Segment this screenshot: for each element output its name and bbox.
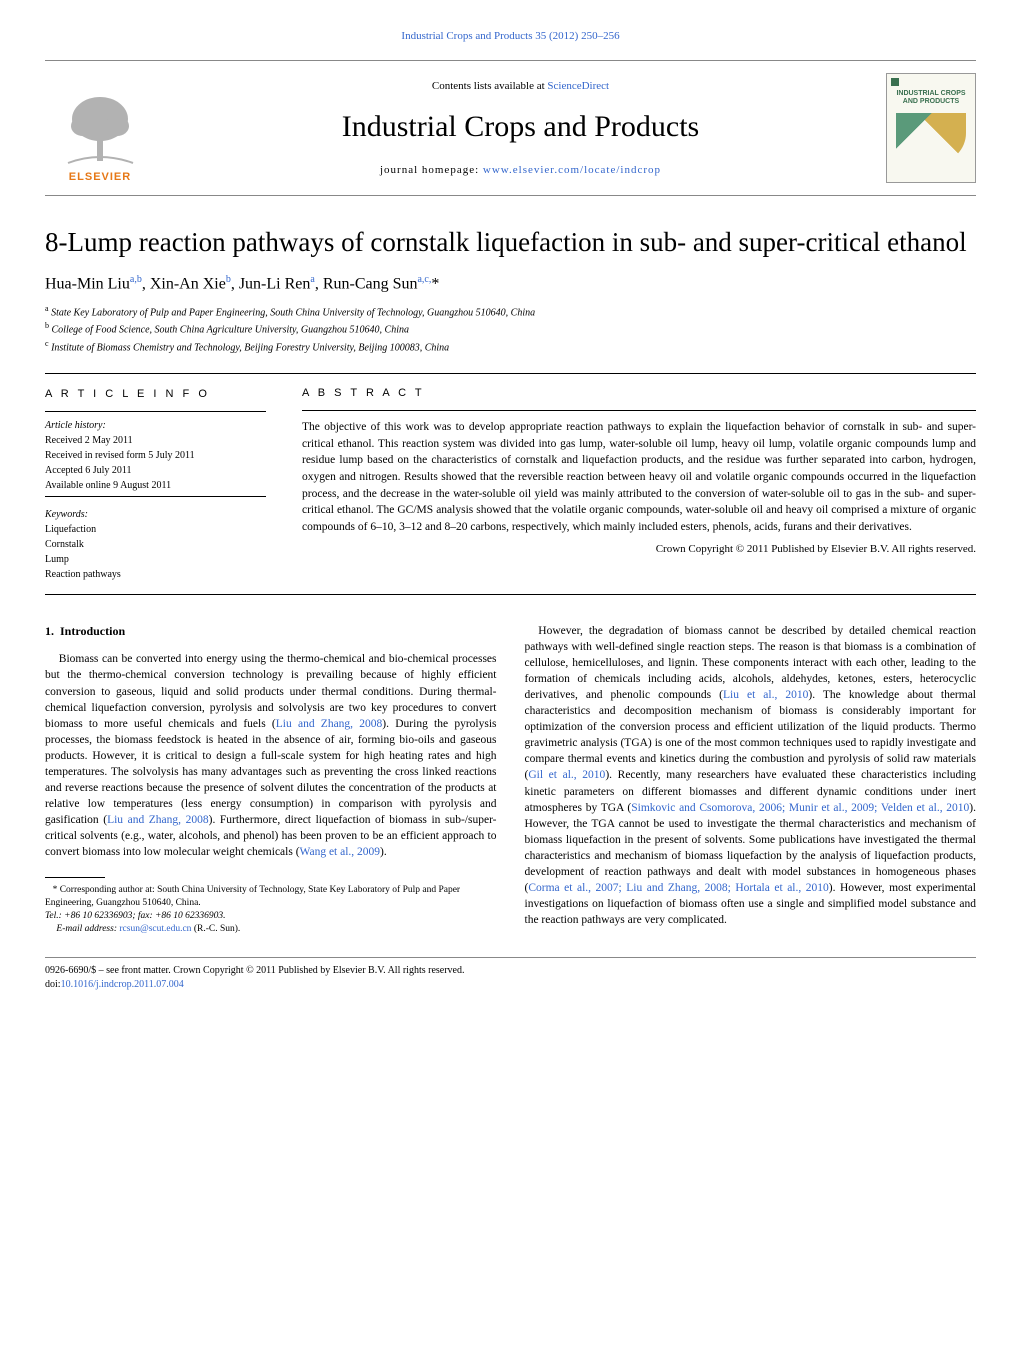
affiliation: c Institute of Biomass Chemistry and Tec…	[45, 338, 976, 355]
masthead: ELSEVIER Contents lists available at Sci…	[45, 60, 976, 196]
cover-title: INDUSTRIAL CROPS AND PRODUCTS	[891, 90, 971, 105]
right-column: However, the degradation of biomass cann…	[525, 623, 977, 937]
info-abstract-block: a r t i c l e i n f o Article history: R…	[45, 373, 976, 595]
keyword: Reaction pathways	[45, 567, 278, 582]
abstract-heading: a b s t r a c t	[302, 386, 976, 402]
doi-link[interactable]: 10.1016/j.indcrop.2011.07.004	[61, 979, 184, 990]
section-heading: 1. Introduction	[45, 623, 497, 640]
email-line: E-mail address: rcsun@scut.edu.cn (R.-C.…	[45, 923, 497, 936]
email-link[interactable]: rcsun@scut.edu.cn	[119, 924, 191, 934]
divider	[45, 496, 266, 497]
corresponding-author: * Corresponding author at: South China U…	[45, 884, 497, 911]
masthead-center: Contents lists available at ScienceDirec…	[155, 80, 886, 176]
body-columns: 1. Introduction Biomass can be converted…	[45, 623, 976, 937]
affiliation: a State Key Laboratory of Pulp and Paper…	[45, 303, 976, 320]
divider	[45, 411, 266, 412]
history-label: Article history:	[45, 418, 278, 433]
telephone: Tel.: +86 10 62336903; fax: +86 10 62336…	[45, 910, 497, 923]
sciencedirect-link[interactable]: ScienceDirect	[547, 80, 609, 92]
cover-art-icon	[896, 113, 966, 163]
history-item: Received in revised form 5 July 2011	[45, 448, 278, 463]
doi-line: doi:10.1016/j.indcrop.2011.07.004	[45, 978, 976, 992]
keyword: Cornstalk	[45, 537, 278, 552]
homepage-line: journal homepage: www.elsevier.com/locat…	[155, 164, 886, 176]
article-info-heading: a r t i c l e i n f o	[45, 386, 278, 403]
body-paragraph: However, the degradation of biomass cann…	[525, 623, 977, 929]
journal-title: Industrial Crops and Products	[155, 110, 886, 144]
abstract: a b s t r a c t The objective of this wo…	[290, 374, 976, 594]
keyword: Liquefaction	[45, 522, 278, 537]
elsevier-tree-icon	[58, 91, 143, 171]
keyword: Lump	[45, 552, 278, 567]
footer: 0926-6690/$ – see front matter. Crown Co…	[45, 957, 976, 992]
publisher-name: ELSEVIER	[69, 171, 131, 183]
keywords-label: Keywords:	[45, 507, 278, 522]
authors: Hua-Min Liua,b, Xin-An Xieb, Jun-Li Rena…	[45, 274, 976, 293]
left-column: 1. Introduction Biomass can be converted…	[45, 623, 497, 937]
journal-reference[interactable]: Industrial Crops and Products 35 (2012) …	[45, 30, 976, 42]
article-info: a r t i c l e i n f o Article history: R…	[45, 374, 290, 594]
history-item: Accepted 6 July 2011	[45, 463, 278, 478]
issn-copyright: 0926-6690/$ – see front matter. Crown Co…	[45, 964, 976, 978]
history-item: Received 2 May 2011	[45, 433, 278, 448]
abstract-copyright: Crown Copyright © 2011 Published by Else…	[302, 542, 976, 558]
affiliations: a State Key Laboratory of Pulp and Paper…	[45, 303, 976, 355]
article-title: 8-Lump reaction pathways of cornstalk li…	[45, 226, 976, 260]
footnotes: * Corresponding author at: South China U…	[45, 884, 497, 937]
body-paragraph: Biomass can be converted into energy usi…	[45, 651, 497, 860]
homepage-link[interactable]: www.elsevier.com/locate/indcrop	[483, 164, 661, 176]
affiliation: b College of Food Science, South China A…	[45, 320, 976, 337]
contents-line: Contents lists available at ScienceDirec…	[155, 80, 886, 92]
history-item: Available online 9 August 2011	[45, 478, 278, 493]
abstract-text: The objective of this work was to develo…	[302, 419, 976, 536]
divider	[302, 410, 976, 411]
cover-mark-icon	[891, 78, 899, 86]
elsevier-logo[interactable]: ELSEVIER	[45, 73, 155, 183]
footnote-rule	[45, 877, 105, 878]
journal-cover-thumbnail[interactable]: INDUSTRIAL CROPS AND PRODUCTS	[886, 73, 976, 183]
